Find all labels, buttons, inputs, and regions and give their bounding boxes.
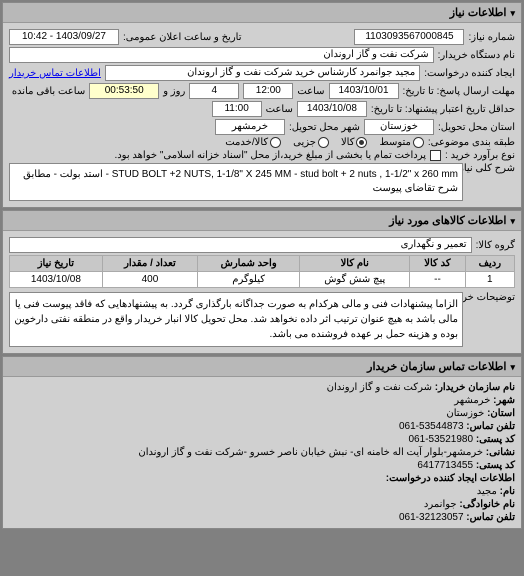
time-label-1: ساعت <box>297 86 324 97</box>
days-label: روز و <box>163 86 185 97</box>
col-name: نام کالا <box>300 256 410 272</box>
radio-partial[interactable]: جزیی <box>293 137 329 148</box>
info-line: نام سازمان خریدار: شرکت نفت و گاز اروندا… <box>9 381 515 394</box>
delivery-state-field: خوزستان <box>364 119 434 135</box>
cell-name: پیچ شش گوش <box>300 272 410 288</box>
sub-title: اطلاعات ایجاد کننده درخواست: <box>9 472 515 485</box>
contact-info-header: اطلاعات تماس سازمان خریدار <box>3 357 521 377</box>
cat-label: طبقه بندی موضوعی: <box>428 137 515 148</box>
chevron-down-icon <box>506 361 515 373</box>
group-field: تعمیر و نگهداری <box>9 237 472 253</box>
buyer-note: الزاما پیشنهادات فنی و مالی هرکدام به صو… <box>9 292 463 347</box>
info-value: 53544873-061 <box>399 421 464 432</box>
info-label: کد پستی: <box>476 460 515 471</box>
contact-info-title: اطلاعات تماس سازمان خریدار <box>367 360 506 373</box>
category-radio-group: متوسط کالا جزیی کالا/خدمت <box>225 137 424 148</box>
info-line: شهر: خرمشهر <box>9 394 515 407</box>
need-info-title: اطلاعات نیاز <box>450 6 507 19</box>
info-label: شهر: <box>493 395 515 406</box>
delivery-state-label: استان محل تحویل: <box>438 122 515 133</box>
info-value: 53521980-061 <box>409 434 474 445</box>
cell-row: 1 <box>465 272 514 288</box>
radio-medium[interactable]: متوسط <box>379 137 423 148</box>
remain-label: ساعت باقی مانده <box>12 86 85 97</box>
info-line: نشانی: خرمشهر-بلوار آیت اله خامنه ای- نب… <box>9 446 515 459</box>
goods-table: ردیف کد کالا نام کالا واحد شمارش تعداد /… <box>9 255 515 288</box>
info-value: جوانمرد <box>424 499 457 510</box>
cell-unit: کیلوگرم <box>198 272 300 288</box>
org-label: نام دستگاه خریدار: <box>438 50 515 61</box>
cell-date: 1403/10/08 <box>10 272 103 288</box>
info-line: کد پستی: 53521980-061 <box>9 433 515 446</box>
info-line: تلفن تماس: 32123057-061 <box>9 511 515 524</box>
chevron-down-icon <box>506 215 515 227</box>
deadline-label: مهلت ارسال پاسخ: تا تاریخ: <box>403 86 515 97</box>
radio-goods[interactable]: کالا <box>341 137 368 148</box>
need-info-header: اطلاعات نیاز <box>3 3 521 23</box>
days-field: 4 <box>189 83 239 99</box>
goods-info-panel: اطلاعات کالاهای مورد نیاز گروه کالا: تعم… <box>2 210 522 354</box>
validity-time-field: 11:00 <box>212 101 262 117</box>
contact-link[interactable]: اطلاعات تماس خریدار <box>9 68 101 79</box>
requester-field: مجید جوانمرد کارشناس خرید شرکت نفت و گاز… <box>105 65 420 81</box>
payment-checkbox[interactable] <box>430 150 441 161</box>
contact-info-panel: اطلاعات تماس سازمان خریدار نام سازمان خر… <box>2 356 522 529</box>
delivery-city-label: شهر محل تحویل: <box>289 122 360 133</box>
delivery-city-field: خرمشهر <box>215 119 285 135</box>
note-label: توضیحات خریدار: <box>467 292 515 303</box>
info-value: خوزستان <box>446 408 484 419</box>
info-value: شرکت نفت و گاز اروندان <box>327 382 432 393</box>
col-unit: واحد شمارش <box>198 256 300 272</box>
time-label-2: ساعت <box>266 104 293 115</box>
need-type-text: پرداخت تمام یا بخشی از مبلغ خرید،از محل … <box>114 150 426 161</box>
requester-label: ایجاد کننده درخواست: <box>424 68 515 79</box>
col-row: ردیف <box>465 256 514 272</box>
desc-label: شرح کلی نیاز: <box>467 163 515 174</box>
info-label: استان: <box>487 408 515 419</box>
info-label: تلفن تماس: <box>466 421 515 432</box>
org-field: شرکت نفت و گاز اروندان <box>9 47 434 63</box>
request-no-field: 1103093567000845 <box>354 29 464 45</box>
col-date: تاریخ نیاز <box>10 256 103 272</box>
desc-box: STUD BOLT +2 NUTS, 1-1/8" X 245 MM - stu… <box>9 163 463 201</box>
remain-time-field: 00:53:50 <box>89 83 159 99</box>
info-value: خرمشهر-بلوار آیت اله خامنه ای- نبش خیابا… <box>138 447 483 458</box>
info-label: نام: <box>500 486 515 497</box>
request-no-label: شماره نیاز: <box>468 32 515 43</box>
info-value: خرمشهر <box>454 395 490 406</box>
announce-label: تاریخ و ساعت اعلان عمومی: <box>123 32 242 43</box>
info-label: نشانی: <box>486 447 515 458</box>
info-value: 32123057-061 <box>399 512 464 523</box>
cell-code: -- <box>410 272 465 288</box>
need-type-label: نوع برآورد خرید : <box>445 150 515 161</box>
cell-qty: 400 <box>102 272 197 288</box>
chevron-down-icon <box>506 7 515 19</box>
info-line: تلفن تماس: 53544873-061 <box>9 420 515 433</box>
info-label: نام خانوادگی: <box>459 499 515 510</box>
table-row: 1 -- پیچ شش گوش کیلوگرم 400 1403/10/08 <box>10 272 515 288</box>
goods-info-title: اطلاعات کالاهای مورد نیاز <box>389 214 506 227</box>
info-label: تلفن تماس: <box>466 512 515 523</box>
need-info-panel: اطلاعات نیاز شماره نیاز: 110309356700084… <box>2 2 522 208</box>
validity-date-field: 1403/10/08 <box>297 101 367 117</box>
info-label: نام سازمان خریدار: <box>435 382 515 393</box>
announce-field: 1403/09/27 - 10:42 <box>9 29 119 45</box>
col-qty: تعداد / مقدار <box>102 256 197 272</box>
goods-info-header: اطلاعات کالاهای مورد نیاز <box>3 211 521 231</box>
deadline-date-field: 1403/10/01 <box>329 83 399 99</box>
group-label: گروه کالا: <box>476 240 515 251</box>
col-code: کد کالا <box>410 256 465 272</box>
deadline-time-field: 12:00 <box>243 83 293 99</box>
info-label: کد پستی: <box>476 434 515 445</box>
info-line: نام خانوادگی: جوانمرد <box>9 498 515 511</box>
info-value: 6417713455 <box>417 460 473 471</box>
info-line: نام: مجید <box>9 485 515 498</box>
radio-goods-service[interactable]: کالا/خدمت <box>225 137 281 148</box>
info-line: استان: خوزستان <box>9 407 515 420</box>
validity-label: حداقل تاریخ اعتبار پیشنهاد: تا تاریخ: <box>371 104 515 115</box>
info-value: مجید <box>477 486 497 497</box>
info-line: کد پستی: 6417713455 <box>9 459 515 472</box>
table-header-row: ردیف کد کالا نام کالا واحد شمارش تعداد /… <box>10 256 515 272</box>
